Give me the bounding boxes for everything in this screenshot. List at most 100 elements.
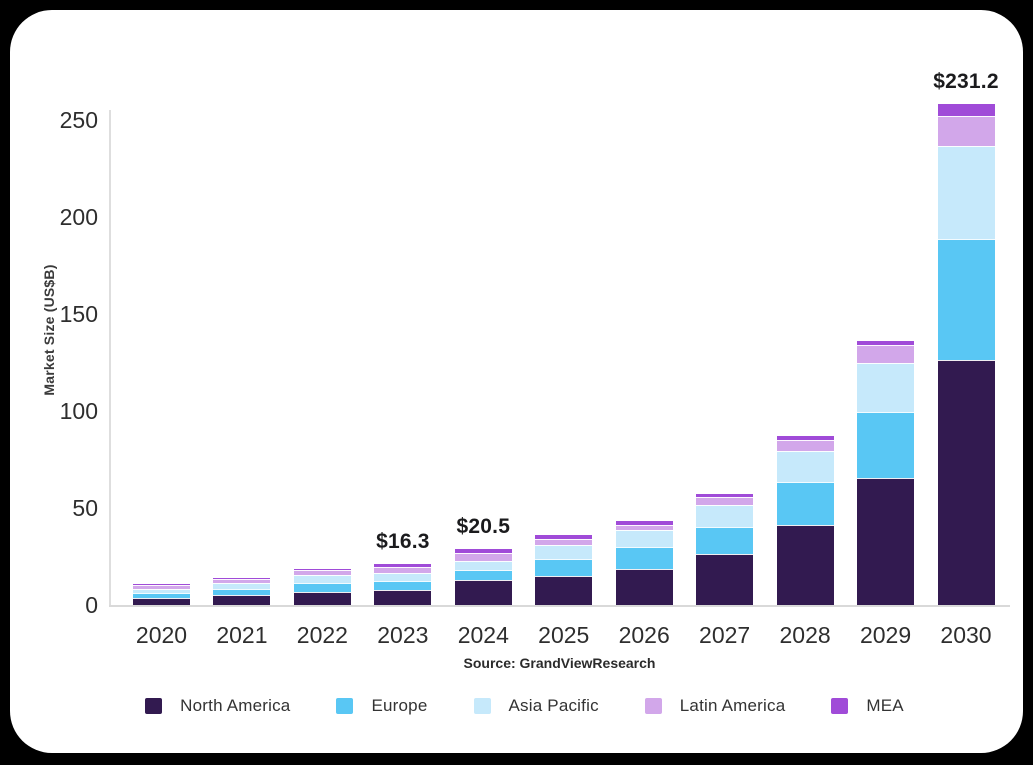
bar-segment-latin-america	[293, 569, 351, 576]
legend-item-latin-america: Latin America	[644, 696, 786, 716]
bar-segment-europe	[776, 482, 834, 525]
bar-segment-mea	[374, 564, 432, 567]
bar-segment-asia-pacific	[857, 362, 915, 413]
bar-segment-europe	[937, 238, 995, 361]
chart-card: Market Size (US$B) 0 50 100 150 200 250 2020 2…	[10, 10, 1023, 753]
legend-label: Europe	[371, 696, 428, 715]
bar-segment-asia-pacific	[374, 573, 432, 582]
x-tick-label: 2020	[135, 622, 188, 648]
bar-segment-europe	[454, 569, 512, 580]
bar-segment-asia-pacific	[133, 589, 190, 594]
bar-segment-mea	[776, 436, 834, 440]
y-tick-label: 50	[72, 495, 98, 521]
value-annotation-2030: $231.2	[933, 70, 999, 93]
bar-segment-north-america	[696, 553, 754, 605]
legend-swatch-icon	[473, 698, 491, 714]
bar-segment-latin-america	[937, 115, 995, 146]
value-annotation-2023: $16.3	[376, 530, 430, 553]
y-tick-label: 200	[59, 204, 98, 230]
bar-segment-europe	[615, 546, 673, 569]
bar-segment-mea	[293, 569, 351, 570]
bar-2024	[454, 549, 512, 605]
bar-segment-north-america	[776, 524, 834, 605]
bar-segment-latin-america	[374, 566, 432, 574]
x-tick-label: 2026	[618, 622, 670, 648]
bar-segment-mea	[133, 584, 190, 585]
y-axis-line	[109, 110, 111, 607]
bar-segment-europe	[857, 412, 915, 479]
x-tick-label: 2022	[296, 622, 348, 648]
legend-swatch-icon	[145, 698, 163, 714]
bar-2025	[535, 535, 593, 605]
bar-segment-north-america	[454, 579, 512, 605]
bar-segment-mea	[857, 341, 915, 346]
bar-segment-europe	[213, 589, 271, 596]
bar-segment-asia-pacific	[535, 544, 593, 559]
bar-segment-europe	[535, 558, 593, 576]
bar-segment-europe	[133, 593, 190, 599]
bar-segment-mea	[454, 549, 512, 553]
bar-2028	[776, 436, 834, 605]
bar-2022	[293, 569, 351, 605]
x-tick-label: 2023	[377, 622, 429, 648]
bar-segment-mea	[696, 494, 754, 497]
bar-segment-asia-pacific	[454, 561, 512, 570]
bar-segment-asia-pacific	[696, 504, 754, 527]
source-note: Source: GrandViewResearch	[463, 655, 656, 671]
bar-segment-asia-pacific	[213, 583, 271, 590]
bar-segment-mea	[213, 578, 271, 579]
bar-2027	[696, 494, 754, 605]
x-tick-label: 2030	[940, 622, 992, 648]
bar-segment-north-america	[133, 598, 190, 606]
legend-label: Latin America	[679, 696, 786, 715]
bar-segment-asia-pacific	[293, 575, 351, 584]
bar-2029	[857, 341, 915, 605]
bar-segment-latin-america	[454, 552, 512, 562]
bar-2030	[937, 104, 995, 605]
bar-segment-europe	[696, 526, 754, 554]
bar-segment-north-america	[937, 360, 995, 605]
x-tick-label: 2029	[859, 622, 912, 648]
bar-2020	[133, 584, 190, 606]
legend-item-mea: MEA	[831, 696, 904, 716]
bar-segment-latin-america	[133, 584, 190, 590]
y-tick-label: 0	[85, 592, 98, 618]
bar-segment-north-america	[535, 575, 593, 605]
bar-segment-latin-america	[213, 578, 271, 584]
bar-segment-mea	[535, 535, 593, 539]
y-tick-label: 100	[59, 398, 98, 424]
legend-item-europe: Europe	[336, 696, 427, 716]
stacked-bar-chart: Market Size (US$B) 0 50 100 150 200 250 2020 2…	[10, 10, 1023, 753]
bar-segment-north-america	[615, 568, 673, 605]
bar-segment-mea	[615, 521, 673, 525]
y-tick-label: 250	[59, 107, 98, 133]
y-tick-label: 150	[59, 301, 98, 327]
bar-segment-north-america	[857, 478, 915, 605]
bar-2021	[213, 578, 271, 606]
legend-label: Asia Pacific	[508, 696, 599, 715]
x-axis-line	[109, 605, 1010, 607]
bar-segment-north-america	[213, 595, 271, 606]
x-tick-label: 2028	[779, 622, 831, 648]
bar-segment-mea	[937, 104, 995, 116]
bar-segment-asia-pacific	[937, 145, 995, 239]
legend-swatch-icon	[336, 698, 354, 714]
bar-segment-north-america	[374, 590, 432, 605]
bar-segment-latin-america	[776, 439, 834, 451]
bar-segment-north-america	[293, 591, 351, 605]
legend-swatch-icon	[831, 698, 849, 714]
legend-item-asia-pacific: Asia Pacific	[473, 696, 599, 716]
legend-item-north-america: North America	[145, 696, 290, 716]
x-tick-label: 2027	[699, 622, 751, 648]
bar-segment-europe	[374, 581, 432, 591]
bar-2023	[374, 564, 432, 605]
legend-label: MEA	[866, 696, 904, 715]
y-axis-title: Market Size (US$B)	[41, 264, 57, 396]
bar-segment-latin-america	[535, 538, 593, 545]
bar-segment-europe	[293, 583, 351, 592]
bar-segment-latin-america	[615, 524, 673, 530]
bar-segment-asia-pacific	[776, 450, 834, 483]
bar-segment-latin-america	[857, 345, 915, 363]
x-tick-label: 2025	[538, 622, 590, 648]
legend-swatch-icon	[644, 698, 662, 714]
